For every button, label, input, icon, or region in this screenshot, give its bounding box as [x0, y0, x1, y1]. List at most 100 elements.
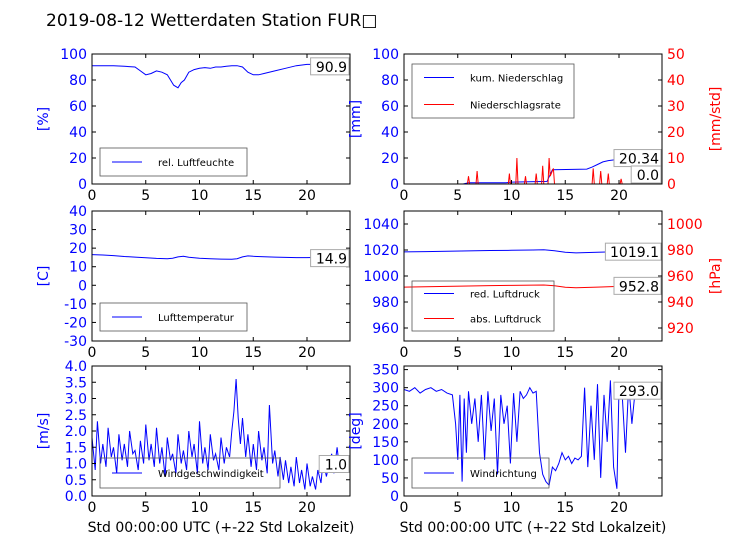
- y-tick-label: 80: [69, 73, 87, 89]
- value-label-box: [613, 276, 662, 295]
- y-tick-label: 0: [390, 489, 399, 505]
- legend-label: rel. Luftfeuchte: [158, 158, 234, 169]
- y-tick-label: -20: [64, 315, 87, 331]
- x-axis-label: Std 00:00:00 UTC (+-22 Std Lokalzeit): [400, 520, 667, 536]
- value-label: 952.8: [619, 279, 659, 295]
- value-label: 0.0: [637, 168, 659, 184]
- legend-label: red. Luftdruck: [470, 290, 540, 301]
- legend-box: [411, 63, 575, 119]
- x-tick-label: 10: [191, 500, 209, 516]
- legend-label: abs. Luftdruck: [470, 315, 541, 326]
- y-axis-label: [deg]: [348, 412, 364, 449]
- y-tick-label: -10: [64, 297, 87, 313]
- y-right-axis-label: [hPa]: [708, 258, 724, 294]
- x-tick-label: 5: [141, 500, 150, 516]
- value-label-box: [318, 455, 350, 473]
- x-tick-label: 20: [610, 188, 628, 204]
- y-right-tick-label: 940: [667, 295, 694, 311]
- series-line-humidity-0: [92, 63, 350, 89]
- panel-humidity: 0 5 10 15 20 0 20 40 60 80 100 [%] rel. Luftfeuchte 9…: [36, 47, 351, 204]
- y-right-tick-label: 40: [667, 73, 685, 89]
- legend-label: Windgeschwindigkeit: [158, 469, 264, 480]
- y-tick-label: 980: [372, 295, 399, 311]
- y-right-tick-label: 1000: [667, 217, 703, 233]
- series-line-windspeed-0: [92, 378, 350, 490]
- y-tick-label: 10: [69, 260, 87, 276]
- y-axis-label: [mm]: [348, 100, 364, 138]
- x-tick-label: 0: [400, 500, 409, 516]
- panel-windspeed: 0 5 10 15 200.00.51.01.52.02.53.03.54.0[m/s]…: [36, 359, 354, 536]
- y-tick-label: 4.0: [65, 359, 87, 375]
- y-right-tick-label: 960: [667, 269, 694, 285]
- y-tick-label: 0: [390, 177, 399, 193]
- x-tick-label: 5: [453, 188, 462, 204]
- y-right-tick-label: 30: [667, 99, 685, 115]
- y-tick-label: 2.5: [65, 408, 87, 424]
- y-tick-label: 0.5: [65, 473, 87, 489]
- x-tick-label: 5: [141, 345, 150, 361]
- panel-precip: 0 5 10 15 20 0 20 40 60 80 100 0 10 20 30 40 50 [mm] [mm/s…: [348, 47, 724, 204]
- y-tick-label: 40: [69, 125, 87, 141]
- axes-frame: [91, 53, 351, 185]
- series-line-pressure-1: [404, 284, 662, 289]
- y-tick-label: 40: [381, 125, 399, 141]
- x-tick-label: 5: [453, 500, 462, 516]
- y-tick-label: 1.0: [65, 457, 87, 473]
- x-tick-label: 20: [298, 500, 316, 516]
- x-tick-label: 0: [88, 188, 97, 204]
- value-label: 90.9: [316, 60, 347, 76]
- value-label-box: [630, 165, 662, 184]
- value-label-box: [310, 57, 350, 76]
- x-tick-label: 5: [453, 345, 462, 361]
- y-tick-label: 1000: [363, 269, 399, 285]
- y-tick-label: 40: [69, 204, 87, 220]
- x-tick-label: 10: [503, 188, 521, 204]
- legend-label: kum. Niederschlag: [470, 74, 563, 85]
- y-right-axis-label: [mm/std]: [708, 87, 724, 152]
- value-label-box: [613, 381, 662, 400]
- axes-frame: [403, 365, 663, 497]
- legend-box: [99, 302, 248, 332]
- legend-box: [411, 280, 555, 332]
- y-tick-label: 30: [69, 223, 87, 239]
- x-tick-label: 0: [88, 345, 97, 361]
- y-axis-label: [%]: [36, 107, 52, 131]
- value-label: 1.0: [325, 458, 347, 474]
- series-line-temperature-0: [92, 254, 350, 260]
- value-label-box: [310, 249, 350, 268]
- value-label: 20.34: [619, 152, 659, 168]
- y-tick-label: 960: [372, 321, 399, 337]
- y-right-tick-label: 20: [667, 125, 685, 141]
- y-axis-label: [m/s]: [36, 413, 52, 450]
- axes-frame: [403, 53, 663, 185]
- figure-title: 2019-08-12 Wetterdaten Station FUR□: [46, 11, 377, 31]
- legend-box: [411, 457, 550, 489]
- legend: kum. Niederschlag Niederschlagsrate: [411, 63, 575, 119]
- x-tick-label: 15: [556, 345, 574, 361]
- y-tick-label: 50: [381, 471, 399, 487]
- panel-pressure: 0 5 10 15 20 960 980 1000 1020 1040 920 940 960 980 10…: [363, 210, 724, 361]
- y-tick-label: 20: [381, 151, 399, 167]
- y-tick-label: 300: [372, 381, 399, 397]
- y-tick-label: 20: [69, 151, 87, 167]
- x-tick-label: 20: [610, 345, 628, 361]
- y-right-tick-label: 920: [667, 321, 694, 337]
- axes-frame: [91, 210, 351, 342]
- y-tick-label: 20: [69, 241, 87, 257]
- y-right-tick-label: 50: [667, 47, 685, 63]
- x-tick-label: 0: [400, 188, 409, 204]
- x-tick-label: 20: [298, 188, 316, 204]
- legend-label: Windrichtung: [470, 469, 537, 480]
- y-tick-label: 100: [372, 453, 399, 469]
- value-label: 14.9: [316, 252, 347, 268]
- legend: Windgeschwindigkeit: [99, 457, 281, 489]
- legend: red. Luftdruck abs. Luftdruck: [411, 280, 555, 332]
- x-tick-label: 15: [244, 345, 262, 361]
- legend: rel. Luftfeuchte: [99, 147, 248, 177]
- legend-label: Niederschlagsrate: [470, 101, 561, 112]
- x-tick-label: 0: [88, 500, 97, 516]
- legend-label: Lufttemperatur: [158, 313, 235, 324]
